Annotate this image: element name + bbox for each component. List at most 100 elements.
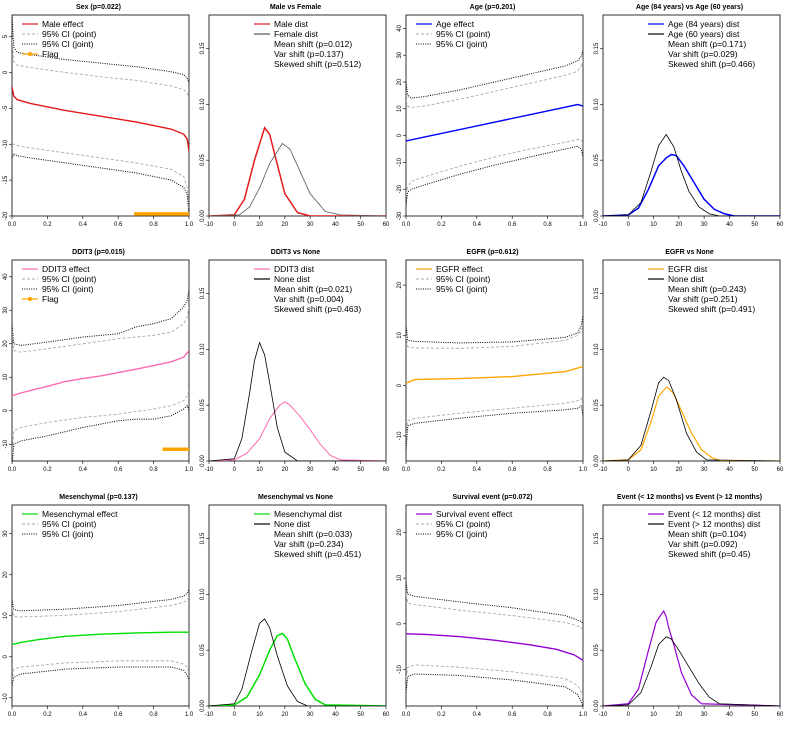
legend-label: 95% CI (joint) (436, 529, 488, 539)
ci-point-upper (406, 60, 583, 108)
legend-label: None dist (274, 519, 311, 529)
y-tick-label: 20 (397, 281, 403, 288)
stat-line: Var shift (p=0.092) (668, 539, 738, 549)
chart-title: EGFR (p=0.612) (467, 249, 519, 256)
ci-point-upper (12, 306, 189, 353)
series-line (603, 386, 780, 461)
y-tick-label: 0.05 (200, 154, 206, 166)
x-tick-label: 50 (357, 712, 364, 718)
plot-frame (11, 14, 190, 217)
y-tick-label: 5 (3, 34, 9, 38)
ci-joint-upper (406, 582, 583, 625)
plot-frame (602, 259, 781, 462)
x-tick-label: 10 (256, 712, 263, 718)
ci-joint-upper (12, 290, 189, 346)
series-line (603, 153, 780, 216)
chart-surv: Survival event (p=0.072) 0.0 0.2 0.4 0.6 0.8 1… (397, 494, 588, 718)
stat-line: Skewed shift (p=0.45) (668, 549, 751, 559)
stat-line: Mean shift (p=0.243) (668, 284, 746, 294)
ci-point-upper (12, 40, 189, 98)
x-tick-label: 1.0 (579, 712, 588, 718)
series-line (209, 401, 386, 461)
x-tick-label: 20 (282, 712, 289, 718)
ci-joint-lower (12, 404, 189, 461)
legend-label: Mesenchymal effect (42, 509, 118, 519)
effect-line (12, 86, 189, 152)
panel-survd: Event (< 12 months) vs Event (> 12 month… (591, 490, 788, 734)
legend-label: EGFR dist (668, 264, 708, 274)
stat-line: Mean shift (p=0.021) (274, 284, 352, 294)
x-tick-label: 0.6 (508, 222, 517, 228)
x-tick-label: 60 (777, 712, 784, 718)
y-tick-label: 10 (3, 612, 9, 619)
x-tick-label: 0.0 (402, 712, 411, 718)
x-tick-label: 0.6 (114, 712, 123, 718)
y-tick-label: 20 (397, 78, 403, 85)
chart-title: Mesenchymal vs None (258, 494, 333, 501)
panel-mesd: Mesenchymal vs None -10 0 10 20 30 40 50 60 0.00 0… (197, 490, 394, 734)
legend-label: EGFR effect (436, 264, 483, 274)
x-tick-label: -10 (205, 467, 214, 473)
chart-title: Age (p=0.201) (470, 4, 516, 11)
legend-label: Event (< 12 months) dist (668, 509, 761, 519)
x-tick-label: 60 (383, 467, 390, 473)
x-tick-label: -10 (205, 222, 214, 228)
y-tick-label: 20 (397, 528, 403, 535)
x-tick-label: 10 (650, 467, 657, 473)
ci-point-upper (12, 597, 189, 618)
stat-line: Mean shift (p=0.033) (274, 529, 352, 539)
x-tick-label: 0.2 (437, 467, 446, 473)
stat-line: Skewed shift (p=0.512) (274, 59, 361, 69)
y-tick-label: -20 (3, 211, 9, 220)
y-tick-label: 0.15 (594, 42, 600, 54)
stat-line: Mean shift (p=0.171) (668, 39, 746, 49)
chart-title: Age (84 years) vs Age (60 years) (636, 4, 743, 11)
x-tick-label: 20 (282, 222, 289, 228)
x-tick-label: 0.4 (79, 712, 88, 718)
legend-label: DDIT3 dist (274, 264, 315, 274)
x-tick-label: 40 (332, 467, 339, 473)
x-tick-label: 0.0 (8, 222, 17, 228)
panel-sexd: Male vs Female -10 0 10 20 30 40 50 60 0.00 0.05 0.… (197, 0, 394, 244)
x-tick-label: 0 (627, 222, 631, 228)
ci-joint-lower (406, 673, 583, 706)
y-tick-label: 0.10 (594, 343, 600, 355)
ci-joint-upper (12, 15, 189, 84)
legend-label: Flag (42, 294, 59, 304)
effect-line (406, 103, 583, 142)
y-tick-label: 0.10 (594, 588, 600, 600)
x-tick-label: 40 (726, 222, 733, 228)
y-tick-label: 0.10 (594, 98, 600, 110)
y-tick-label: -30 (397, 211, 403, 220)
y-tick-label: 0 (3, 408, 9, 412)
y-tick-label: 0.10 (200, 588, 206, 600)
legend-label: 95% CI (joint) (42, 284, 94, 294)
x-tick-label: 0.8 (543, 222, 552, 228)
legend-label: Male dist (274, 19, 309, 29)
x-tick-label: 0.0 (8, 467, 17, 473)
y-tick-label: 0 (3, 654, 9, 658)
plot-frame (405, 14, 584, 217)
x-tick-label: 0.2 (43, 712, 52, 718)
x-tick-label: 0 (627, 712, 631, 718)
y-tick-label: 0.00 (200, 700, 206, 712)
y-tick-label: 10 (397, 105, 403, 112)
y-tick-label: 0.00 (594, 700, 600, 712)
x-tick-label: 30 (701, 712, 708, 718)
y-tick-label: 0 (397, 621, 403, 625)
x-tick-label: 50 (751, 467, 758, 473)
x-tick-label: -10 (599, 222, 608, 228)
x-tick-label: 0.8 (543, 712, 552, 718)
x-tick-label: 1.0 (185, 467, 194, 473)
effect-line (12, 631, 189, 646)
x-tick-label: 10 (650, 712, 657, 718)
legend-label: None dist (668, 274, 705, 284)
series-line (209, 142, 386, 216)
x-tick-label: 0.8 (149, 222, 158, 228)
